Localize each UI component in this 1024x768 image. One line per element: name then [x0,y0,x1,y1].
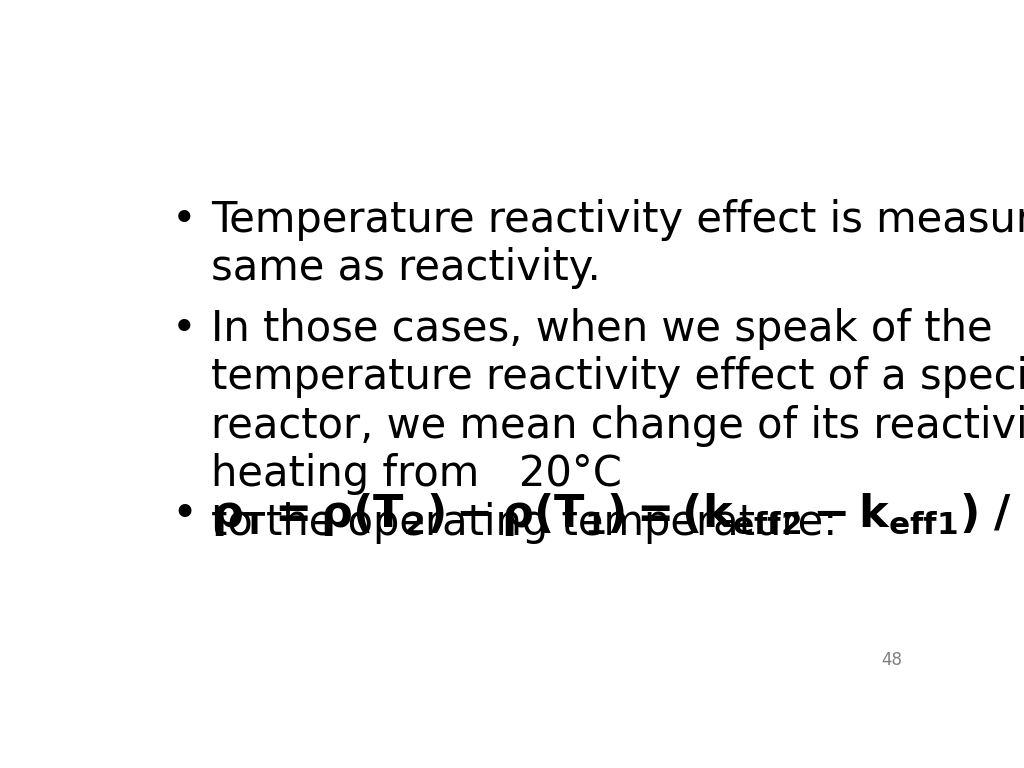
Text: same as reactivity.: same as reactivity. [211,247,601,289]
Text: •: • [172,308,197,350]
Text: •: • [172,199,197,240]
Text: In those cases, when we speak of the: In those cases, when we speak of the [211,308,993,350]
Text: Temperature reactivity effect is measured the: Temperature reactivity effect is measure… [211,199,1024,240]
Text: •: • [172,494,198,537]
Text: heating from   20°C: heating from 20°C [211,453,623,495]
Text: $\mathbf{\rho_T = \rho(T_2) - \rho(T_1) = (k_{eff2} - k_{eff1})\ /\ (k_{eff1}\ k: $\mathbf{\rho_T = \rho(T_2) - \rho(T_1) … [211,492,1024,538]
Text: 48: 48 [881,650,902,669]
Text: temperature reactivity effect of a specific: temperature reactivity effect of a speci… [211,356,1024,399]
Text: reactor, we mean change of its reactivity on: reactor, we mean change of its reactivit… [211,405,1024,447]
Text: to the operating temperature:: to the operating temperature: [211,502,838,544]
